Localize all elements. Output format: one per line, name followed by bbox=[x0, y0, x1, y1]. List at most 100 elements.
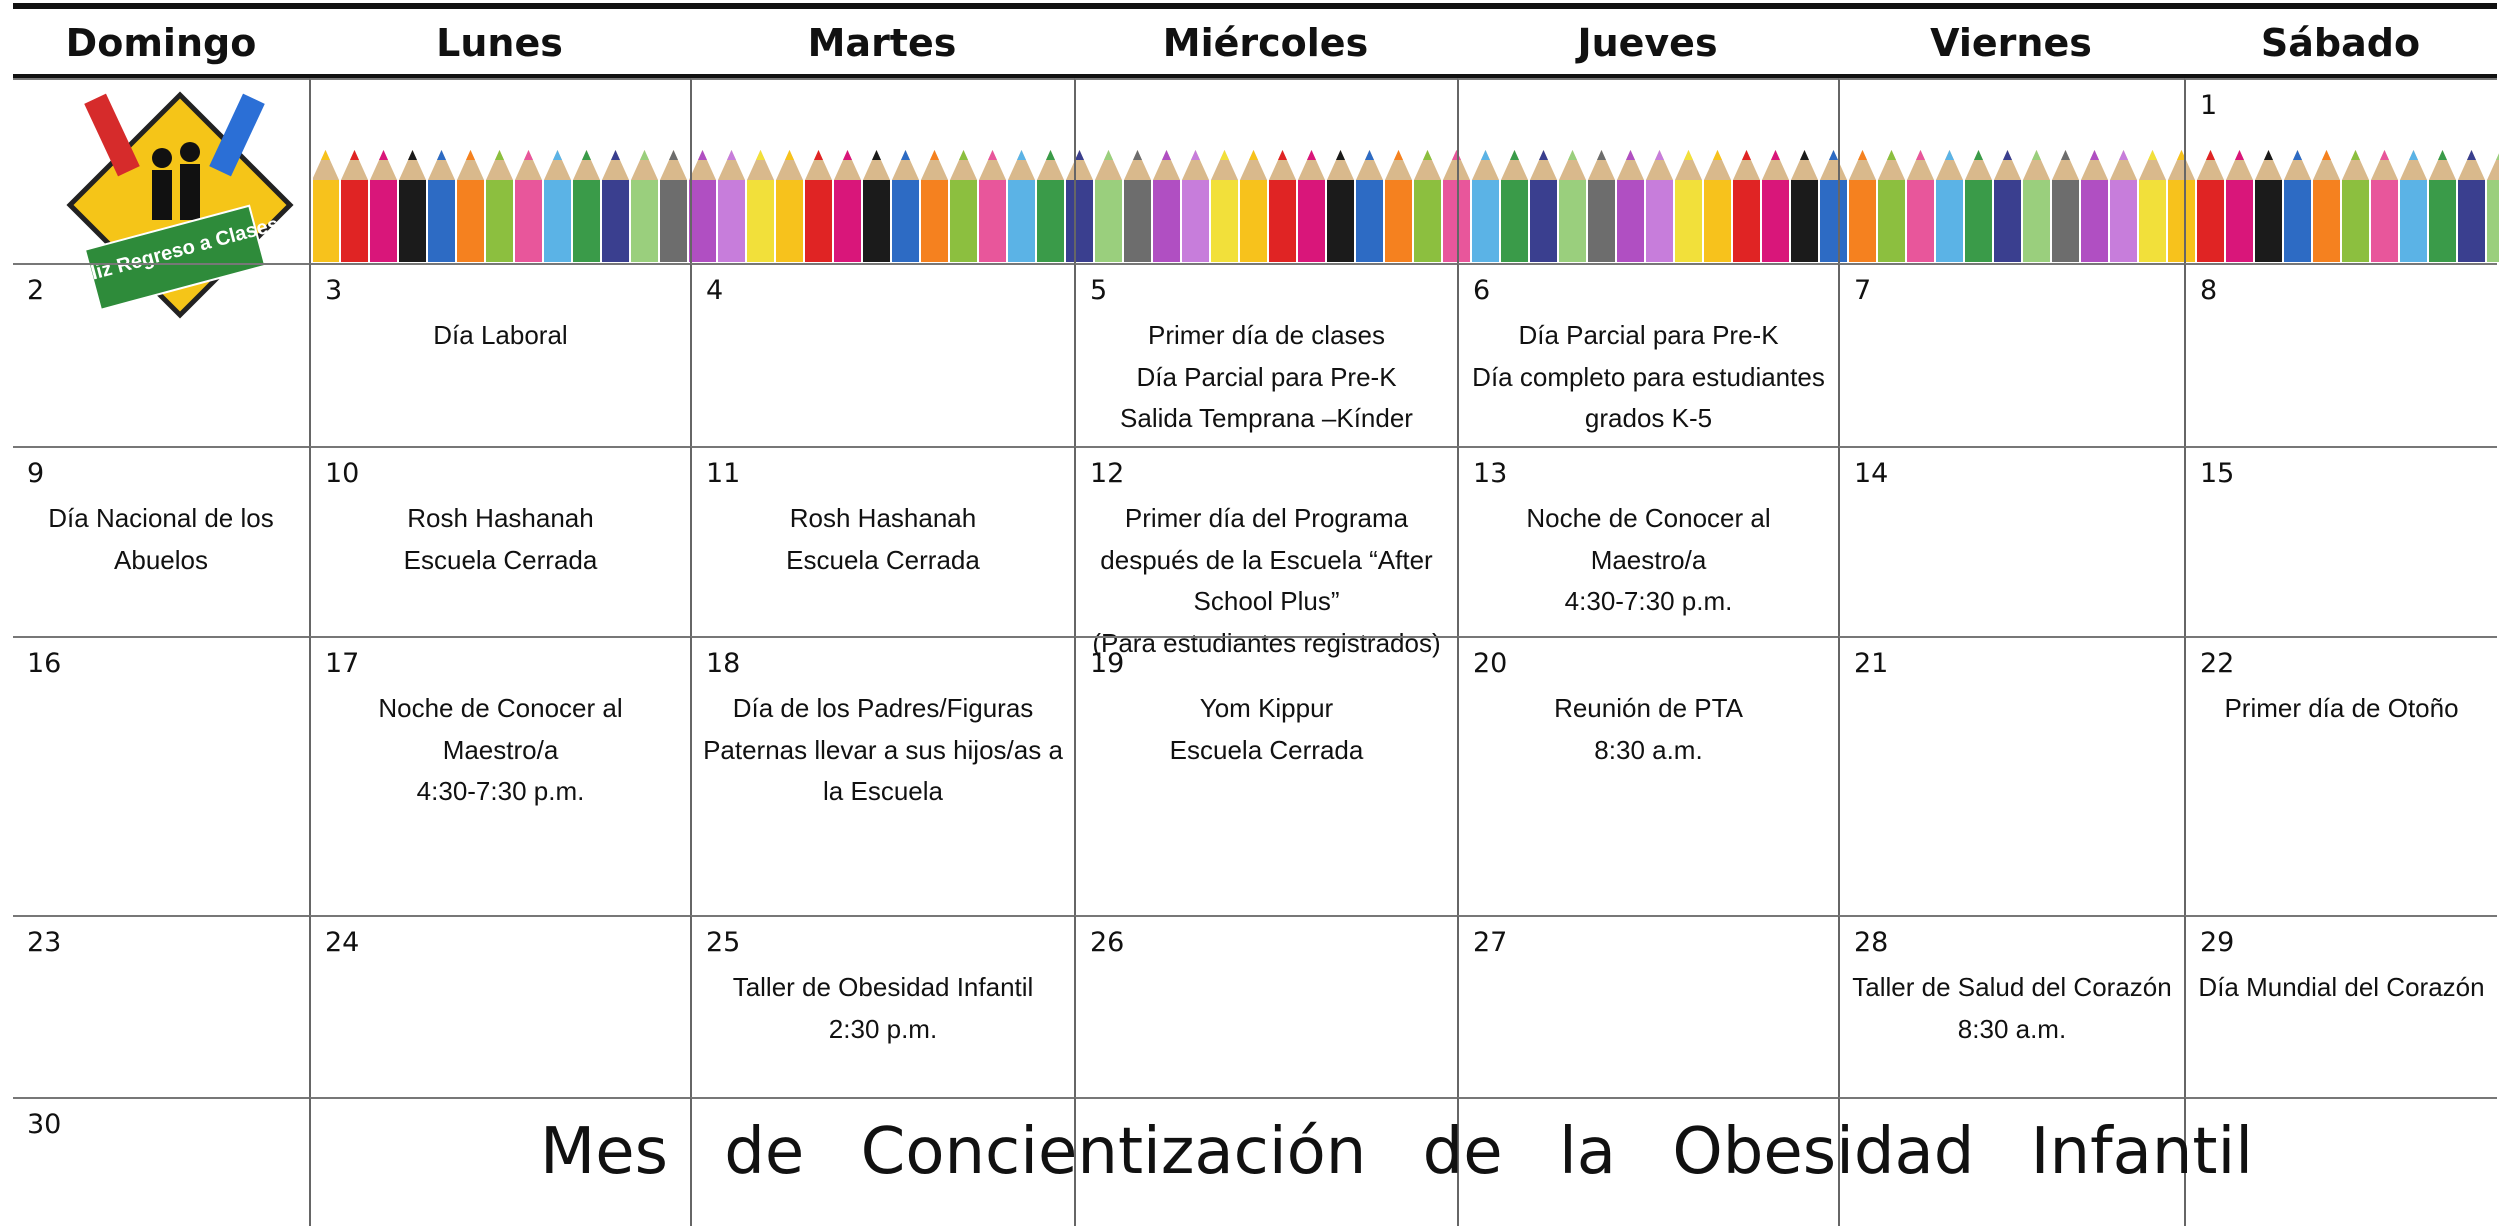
pencil bbox=[1539, 150, 1548, 160]
pencil bbox=[901, 150, 910, 160]
day-cell bbox=[690, 1097, 1074, 1226]
pencil bbox=[1298, 180, 1325, 262]
day-header: Domingo bbox=[65, 21, 257, 65]
pencil bbox=[1124, 150, 1151, 180]
day-cell: 30 bbox=[13, 1097, 309, 1226]
day-cell: 17 Noche de Conocer al Maestro/a 4:30-7:30… bbox=[309, 636, 690, 915]
event: Día Parcial para Pre-K bbox=[1136, 361, 1397, 392]
day-number: 23 bbox=[27, 927, 62, 958]
day-cell: 2 bbox=[13, 263, 309, 446]
day-number: 8 bbox=[2200, 275, 2218, 306]
day-cell: 19 Yom Kippur Escuela Cerrada bbox=[1074, 636, 1457, 915]
pencil bbox=[2400, 180, 2427, 262]
day-number: 7 bbox=[1854, 275, 1872, 306]
pencil bbox=[1704, 180, 1731, 262]
pencil bbox=[611, 150, 620, 160]
event: Primer día del Programa después de la Es… bbox=[1100, 503, 1433, 617]
day-cell: 24 bbox=[309, 915, 690, 1097]
pencil bbox=[2177, 150, 2186, 160]
pencil bbox=[1617, 150, 1644, 180]
pencil bbox=[747, 150, 774, 180]
pencil bbox=[1327, 180, 1354, 262]
events: Día Parcial para Pre-K Día completo para … bbox=[1467, 315, 1830, 440]
day-cell: 9 Día Nacional de los Abuelos bbox=[13, 446, 309, 636]
pencil bbox=[1800, 150, 1809, 160]
events: Día Mundial del Corazón bbox=[2194, 967, 2489, 1009]
pencil bbox=[950, 180, 977, 262]
pencil bbox=[689, 150, 716, 180]
pencil bbox=[2487, 180, 2499, 262]
pencil bbox=[1414, 150, 1441, 180]
pencil bbox=[1327, 150, 1354, 180]
pencil bbox=[1588, 180, 1615, 262]
pencil bbox=[2235, 150, 2244, 160]
day-number: 4 bbox=[706, 275, 724, 306]
pencil bbox=[1858, 150, 1867, 160]
event: Día completo para estudiantes grados K-5 bbox=[1472, 361, 1825, 434]
pencil bbox=[1530, 150, 1557, 180]
pencil bbox=[379, 150, 388, 160]
pencil bbox=[2032, 150, 2041, 160]
pencil bbox=[1046, 150, 1055, 160]
pencil bbox=[2255, 150, 2282, 180]
pencil bbox=[2284, 180, 2311, 262]
day-number: 19 bbox=[1090, 648, 1125, 679]
pencil bbox=[2110, 150, 2137, 180]
day-number: 25 bbox=[706, 927, 741, 958]
day-number: 30 bbox=[27, 1109, 62, 1140]
pencil bbox=[582, 150, 591, 160]
pencil bbox=[2148, 150, 2157, 160]
day-cell: 29 Día Mundial del Corazón bbox=[2184, 915, 2497, 1097]
event: Día Nacional de los Abuelos bbox=[48, 503, 274, 575]
day-number: 26 bbox=[1090, 927, 1125, 958]
pencil bbox=[1037, 180, 1064, 262]
pencil bbox=[640, 150, 649, 160]
event: Reunión de PTA bbox=[1554, 693, 1743, 723]
pencil bbox=[1588, 150, 1615, 180]
pencil bbox=[1095, 180, 1122, 262]
events: Día de los Padres/Figuras Paternas lleva… bbox=[700, 688, 1066, 813]
pencil bbox=[689, 180, 716, 262]
pencil bbox=[602, 150, 629, 180]
pencil bbox=[1307, 150, 1316, 160]
pencil bbox=[2322, 150, 2331, 160]
event: Escuela Cerrada bbox=[403, 544, 598, 575]
pencil bbox=[1713, 150, 1722, 160]
pencil bbox=[370, 150, 397, 180]
pencil bbox=[2197, 150, 2224, 180]
pencil bbox=[2467, 150, 2476, 160]
day-cell bbox=[309, 78, 690, 263]
day-cell bbox=[309, 1097, 690, 1226]
pencil bbox=[1365, 150, 1374, 160]
pencil bbox=[457, 180, 484, 262]
pencil bbox=[2342, 180, 2369, 262]
day-cell: 3 Día Laboral bbox=[309, 263, 690, 446]
logo: Feliz Regreso a Clases bbox=[45, 82, 313, 352]
pencil bbox=[776, 150, 803, 180]
pencil bbox=[1907, 150, 1934, 180]
day-number: 6 bbox=[1473, 275, 1491, 306]
pencil bbox=[863, 150, 890, 180]
pencil bbox=[1017, 150, 1026, 160]
pencil bbox=[2226, 150, 2253, 180]
day-cell bbox=[1457, 1097, 1838, 1226]
day-cell: 15 bbox=[2184, 446, 2497, 636]
pencil bbox=[892, 150, 919, 180]
event: Día de los Padres/Figuras Paternas lleva… bbox=[703, 693, 1063, 807]
pencil bbox=[1626, 150, 1635, 160]
day-number: 18 bbox=[706, 648, 741, 679]
day-header: Jueves bbox=[1577, 21, 1718, 65]
day-cell bbox=[1838, 78, 2184, 263]
pencil bbox=[2409, 150, 2418, 160]
pencil bbox=[1916, 150, 1925, 160]
pencil bbox=[979, 180, 1006, 262]
event: Primer día de clases bbox=[1148, 320, 1385, 350]
day-number: 5 bbox=[1090, 275, 1108, 306]
day-header: Sábado bbox=[2260, 21, 2421, 65]
pencil bbox=[1771, 150, 1780, 160]
pencil bbox=[2458, 150, 2485, 180]
pencil bbox=[921, 150, 948, 180]
pencil bbox=[486, 150, 513, 180]
event: Escuela Cerrada bbox=[786, 544, 980, 575]
event: Escuela Cerrada bbox=[1169, 734, 1364, 765]
